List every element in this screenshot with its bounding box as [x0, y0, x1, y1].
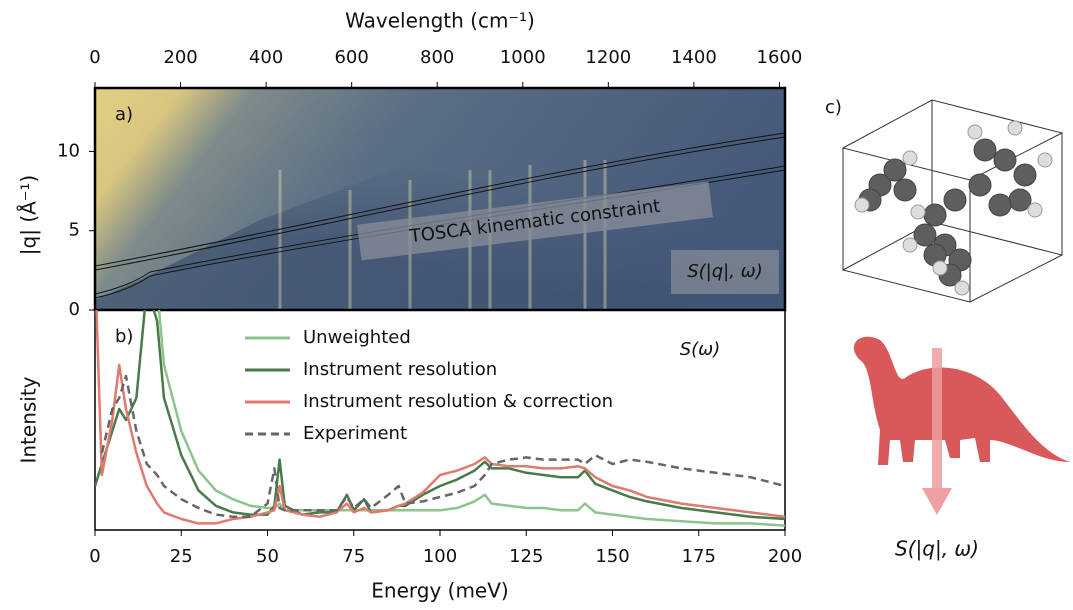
series-line: [95, 310, 785, 525]
arrow: [932, 348, 942, 490]
x-tick-label: 400: [249, 47, 283, 68]
y-tick-label: 0: [69, 299, 80, 320]
arrow-head: [922, 488, 952, 515]
x-tick-label: 0: [89, 546, 100, 567]
series-line: [100, 374, 785, 519]
annotation-box: [357, 181, 713, 261]
x-tick-label: 100: [423, 546, 457, 567]
panel-label: c): [825, 97, 842, 118]
legend-label: Unweighted: [303, 327, 411, 348]
x-tick-label: 800: [420, 47, 454, 68]
x-tick-label: 1000: [500, 47, 546, 68]
y-axis-title: |q| (Å⁻¹): [17, 175, 41, 255]
x-tick-label: 200: [768, 546, 802, 567]
x-tick-label: 1400: [671, 47, 717, 68]
molecule-box: [841, 99, 1064, 303]
x-tick-label: 1200: [585, 47, 631, 68]
x-tick-label: 150: [595, 546, 629, 567]
x-tick-label: 125: [509, 546, 543, 567]
x-tick-label: 50: [256, 546, 279, 567]
x-axis-title: Wavelength (cm⁻¹): [345, 9, 535, 33]
x-tick-label: 175: [682, 546, 716, 567]
inset-label: S(|q|, ω): [687, 261, 763, 282]
legend-label: Experiment: [303, 423, 407, 444]
y-tick-label: 10: [57, 140, 80, 161]
legend-label: Instrument resolution & correction: [303, 391, 613, 412]
legend: Unweighted Instrument resolution Instrumen…: [245, 327, 613, 444]
legend-label: Instrument resolution: [303, 359, 497, 380]
series-line: [157, 310, 785, 527]
x-tick-label: 25: [170, 546, 193, 567]
plot-area: [95, 310, 785, 527]
x-axis-title: Energy (meV): [371, 579, 508, 603]
molecule: [854, 120, 1053, 296]
y-tick-label: 5: [69, 220, 80, 241]
inset-box: [671, 250, 779, 294]
x-tick-label: 75: [342, 546, 365, 567]
x-tick-label: 0: [89, 47, 100, 68]
panel-label: a): [115, 104, 133, 125]
inset-label: S(ω): [680, 339, 721, 360]
x-tick-label: 200: [163, 47, 197, 68]
x-tick-label: 600: [334, 47, 368, 68]
panel-label: b): [115, 326, 133, 347]
caption: S(|q|, ω): [895, 537, 979, 561]
y-axis-title: Intensity: [17, 376, 41, 463]
x-tick-label: 1600: [757, 47, 803, 68]
series-line: [95, 310, 785, 521]
dinosaur-icon: [853, 336, 1070, 465]
